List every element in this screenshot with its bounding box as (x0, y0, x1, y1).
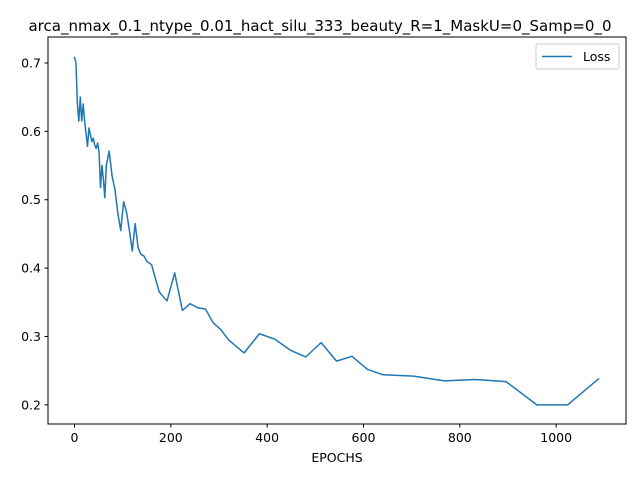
y-tick-label: 0.2 (21, 397, 41, 412)
series-layer (73, 56, 600, 406)
x-axis-ticks: 0 200 400 600 800 1000 (71, 424, 572, 445)
x-tick-label: 400 (255, 430, 279, 445)
legend-box (535, 43, 620, 70)
x-tick-label: 0 (71, 430, 79, 445)
y-axis-ticks: 0.2 0.3 0.4 0.5 0.6 0.7 (21, 55, 48, 412)
x-axis-label: EPOCHS (311, 450, 362, 465)
x-tick-label: 600 (352, 430, 376, 445)
x-tick-label: 800 (448, 430, 472, 445)
series-line-loss (73, 56, 600, 406)
plot-area (47, 36, 627, 425)
chart-title: arca_nmax_0.1_ntype_0.01_hact_silu_333_b… (28, 17, 611, 36)
y-tick-label: 0.3 (21, 329, 41, 344)
y-tick-label: 0.6 (21, 124, 41, 139)
y-tick-label: 0.5 (21, 192, 41, 207)
y-tick-label: 0.7 (21, 55, 41, 70)
x-tick-label: 200 (159, 430, 183, 445)
legend: Loss (535, 43, 620, 70)
y-tick-label: 0.4 (21, 261, 41, 276)
x-tick-label: 1000 (540, 430, 572, 445)
legend-label-loss: Loss (583, 49, 610, 64)
